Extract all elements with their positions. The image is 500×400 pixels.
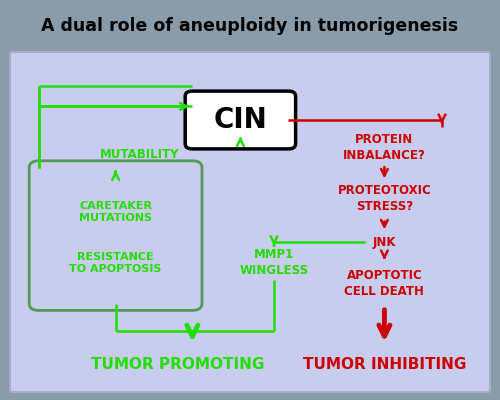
Text: PROTEIN
INBALANCE?: PROTEIN INBALANCE?: [343, 133, 426, 162]
Text: RESISTANCE
TO APOPTOSIS: RESISTANCE TO APOPTOSIS: [70, 252, 162, 274]
Text: TUMOR INHIBITING: TUMOR INHIBITING: [302, 357, 466, 372]
Text: CIN: CIN: [214, 106, 268, 134]
Text: CARETAKER
MUTATIONS: CARETAKER MUTATIONS: [79, 201, 152, 223]
Text: MUTABILITY: MUTABILITY: [100, 148, 180, 160]
Text: MMP1
WINGLESS: MMP1 WINGLESS: [240, 248, 308, 277]
Text: A dual role of aneuploidy in tumorigenesis: A dual role of aneuploidy in tumorigenes…: [42, 17, 459, 35]
Text: JNK: JNK: [372, 236, 396, 249]
FancyBboxPatch shape: [185, 91, 296, 149]
FancyBboxPatch shape: [29, 161, 202, 310]
FancyBboxPatch shape: [10, 52, 490, 392]
Text: APOPTOTIC
CELL DEATH: APOPTOTIC CELL DEATH: [344, 269, 424, 298]
Text: TUMOR PROMOTING: TUMOR PROMOTING: [92, 357, 264, 372]
Text: PROTEOTOXIC
STRESS?: PROTEOTOXIC STRESS?: [338, 184, 432, 213]
